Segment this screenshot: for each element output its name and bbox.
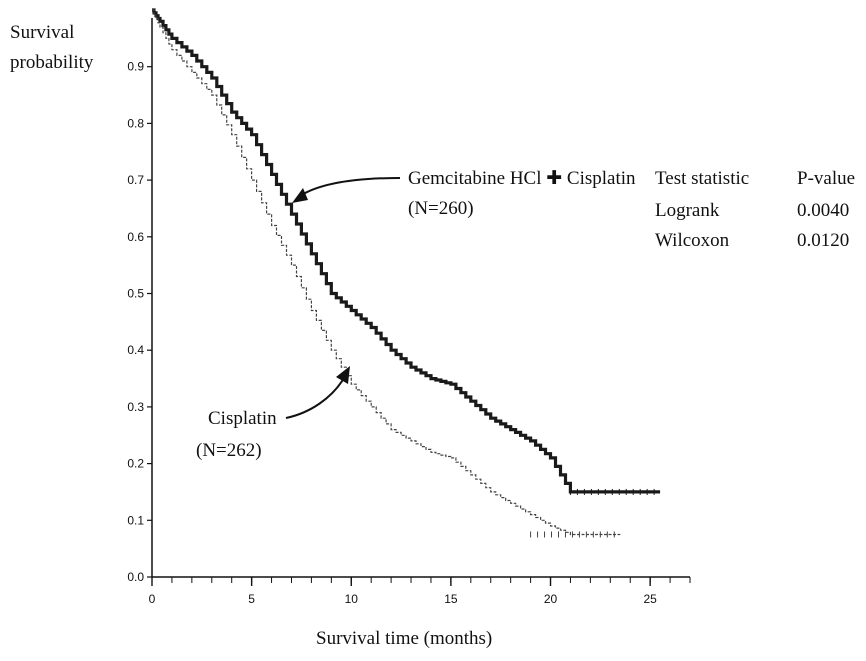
legend-cisplatin-n: (N=262) <box>196 440 262 461</box>
stats-row-wilcoxon-name: Wilcoxon <box>655 230 730 251</box>
y-tick-label: 0.1 <box>127 513 144 527</box>
legend-gemcitabine-n: (N=260) <box>408 198 474 219</box>
annotation-arrows <box>285 177 401 419</box>
y-tick-label: 0.2 <box>127 457 144 471</box>
y-axis-label-line1: Survival <box>10 22 75 43</box>
stats-row-wilcoxon-value: 0.0120 <box>797 230 850 251</box>
x-axis-label: Survival time (months) <box>316 628 493 649</box>
y-tick-label: 0.9 <box>127 60 144 74</box>
x-tick-label: 25 <box>643 592 657 606</box>
cisplatin-arrow <box>285 377 345 419</box>
y-tick-label: 0.0 <box>127 570 144 584</box>
stats-header-test: Test statistic <box>655 168 750 189</box>
stats-row-logrank-value: 0.0040 <box>797 200 850 221</box>
y-tick-label: 0.4 <box>127 343 144 357</box>
x-tick-label: 5 <box>248 592 255 606</box>
x-tick-label: 0 <box>149 592 156 606</box>
axes <box>151 18 690 578</box>
gemcitabine-arrowhead <box>292 188 308 203</box>
y-axis-label-line2: probability <box>10 52 94 73</box>
gemcitabine-arrow <box>299 177 401 197</box>
stats-row-logrank-name: Logrank <box>655 200 720 221</box>
y-tick-label: 0.3 <box>127 400 144 414</box>
cisplatin-curve <box>152 9 621 536</box>
y-tick-label: 0.6 <box>127 230 144 244</box>
cisplatin-arrowhead <box>336 366 350 384</box>
y-ticks: 0.0 0.1 0.2 0.3 0.4 0.5 0.6 0.7 0.8 0.9 <box>127 60 152 584</box>
y-tick-label: 0.8 <box>127 116 144 130</box>
y-tick-label: 0.7 <box>127 173 144 187</box>
stats-header-pvalue: P-value <box>797 168 856 189</box>
legend-cisplatin-label: Cisplatin <box>208 408 277 429</box>
x-tick-label: 15 <box>444 592 458 606</box>
legend-gemcitabine-label: Gemcitabine HCl ✚ Cisplatin <box>408 168 636 189</box>
x-tick-label: 10 <box>345 592 359 606</box>
gemcitabine-cisplatin-curve <box>152 8 661 494</box>
y-tick-label: 0.5 <box>127 287 144 301</box>
survival-curves <box>152 8 661 538</box>
x-tick-label: 20 <box>544 592 558 606</box>
x-ticks: 0 5 10 15 20 25 <box>149 577 691 606</box>
